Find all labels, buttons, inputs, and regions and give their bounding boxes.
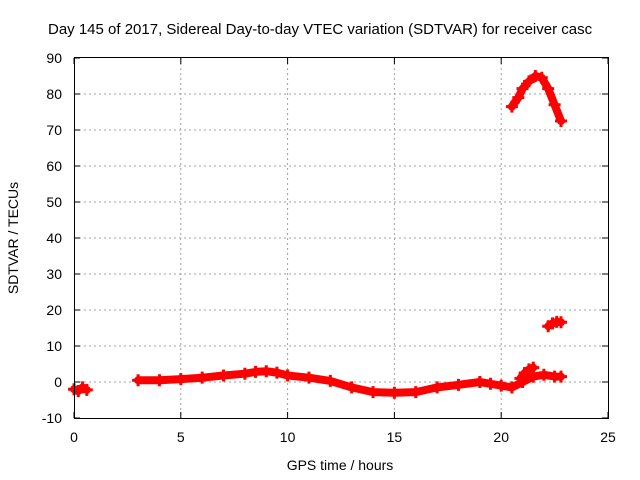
data-point [388, 386, 401, 399]
data-point [249, 365, 262, 378]
data-point [281, 369, 294, 382]
x-tick-label: 10 [280, 429, 296, 445]
data-point [527, 361, 540, 374]
data-point [555, 370, 568, 383]
data-point [80, 383, 93, 396]
data-point [367, 386, 380, 399]
data-point [238, 367, 251, 380]
data-point [132, 374, 145, 387]
y-tick-label: 70 [46, 122, 62, 138]
y-tick-label: 50 [46, 194, 62, 210]
y-tick-label: 60 [46, 158, 62, 174]
data-point [473, 376, 486, 388]
x-tick-label: 15 [387, 429, 403, 445]
y-tick-label: 30 [46, 266, 62, 282]
data-point [505, 381, 518, 394]
x-tick-label: 0 [70, 429, 78, 445]
tick-layer: 0 5 10 15 20 25 -10 0 10 20 30 40 50 60 70 80 90 [42, 50, 616, 445]
data-point [516, 82, 529, 95]
data-point [555, 115, 568, 127]
data-point [548, 98, 561, 111]
data-point [302, 371, 315, 384]
data-point [537, 368, 550, 381]
y-tick-label: 80 [46, 86, 62, 102]
data-point [196, 371, 209, 384]
y-axis-label: SDTVAR / TECUs [5, 182, 21, 294]
x-tick-label: 25 [600, 429, 616, 445]
data-point [270, 366, 283, 379]
y-tick-label: 10 [46, 338, 62, 354]
data-point [153, 374, 166, 387]
y-tick-label: -10 [42, 410, 62, 426]
series-layer [68, 70, 568, 399]
y-tick-label: 20 [46, 302, 62, 318]
y-tick-label: 0 [54, 374, 62, 390]
data-point [409, 386, 422, 399]
data-point [535, 71, 548, 84]
data-point [345, 381, 358, 394]
x-tick-label: 20 [493, 429, 509, 445]
data-point [495, 379, 508, 392]
y-tick-label: 40 [46, 230, 62, 246]
data-point [217, 369, 230, 382]
data-point [529, 70, 542, 82]
data-point [522, 75, 535, 88]
x-tick-label: 5 [177, 429, 185, 445]
data-point [484, 377, 497, 390]
data-point [324, 374, 337, 387]
data-point [452, 378, 465, 391]
data-point [555, 316, 568, 329]
data-point [174, 373, 187, 386]
data-point [542, 82, 555, 95]
data-point [505, 100, 518, 113]
y-tick-label: 90 [46, 50, 62, 66]
data-point [512, 91, 525, 104]
data-point [260, 365, 273, 378]
chart-title: Day 145 of 2017, Sidereal Day-to-day VTE… [48, 21, 593, 38]
x-axis-label: GPS time / hours [287, 457, 394, 473]
data-point [431, 381, 444, 394]
